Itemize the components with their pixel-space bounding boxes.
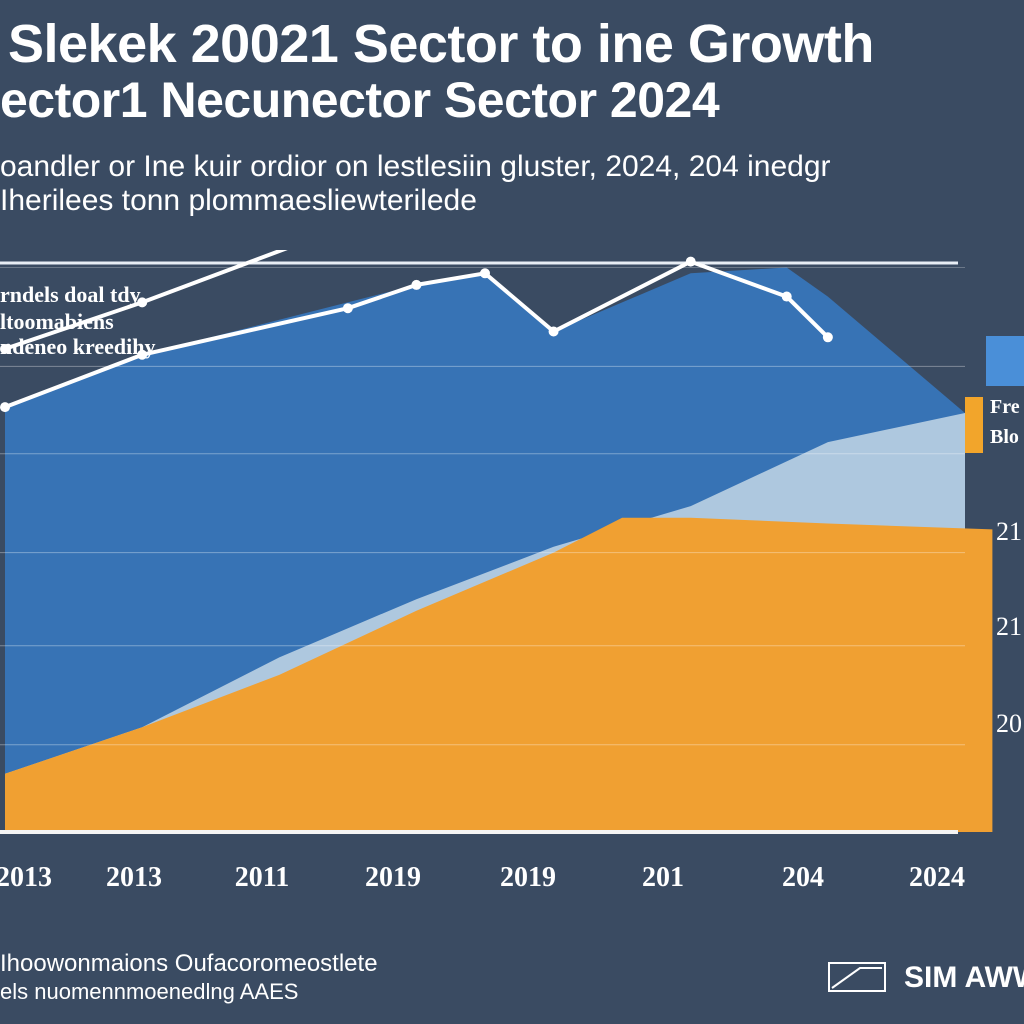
series-orange-area xyxy=(5,517,993,832)
data-point-upper-trend-line-1 xyxy=(0,343,10,354)
data-point-main-line-6 xyxy=(548,326,559,337)
annotation-line-3: ndeneo kreedihy xyxy=(0,334,155,359)
x-tick-label-3: 2011 xyxy=(235,862,289,893)
x-tick-label-6: 201 xyxy=(642,862,684,893)
x-tick-label-7: 204 xyxy=(782,862,824,893)
x-tick-label-2: 2013 xyxy=(106,862,162,893)
data-point-main-line-3 xyxy=(342,303,353,314)
y-tick-label-1: 21 xyxy=(996,517,1022,546)
x-tick-label-4: 2019 xyxy=(365,862,421,893)
legend-swatch-2 xyxy=(965,397,983,453)
chart-subtitle: ector1 Necunector Sector 2024 xyxy=(0,72,720,128)
logo-chart-icon xyxy=(828,962,886,992)
x-tick-label-5: 2019 xyxy=(500,862,556,893)
y-tick-label-2: 21 xyxy=(996,612,1022,641)
legend-swatch-1 xyxy=(986,336,1024,386)
data-point-main-line-1 xyxy=(0,402,10,413)
data-point-main-line-7 xyxy=(685,256,696,267)
data-point-main-line-4 xyxy=(411,279,422,290)
brand-logo: SIM AWW xyxy=(828,960,1024,996)
logo-trend-icon xyxy=(831,967,882,989)
footer-source-line-2: els nuomennmoenedlng AAES xyxy=(0,979,299,1004)
data-point-main-line-2 xyxy=(137,349,148,360)
data-point-main-line-5 xyxy=(480,268,490,279)
x-tick-label-8: 2024 xyxy=(909,862,965,893)
chart-description-line-1: oandler or Ine kuir ordior on lestlesiin… xyxy=(0,150,831,183)
annotation-line-1: rndels doal tdy xyxy=(0,282,141,307)
data-point-main-line-8 xyxy=(781,291,792,302)
y-tick-label-3: 20 xyxy=(996,709,1022,738)
annotation-line-2: ltoomabiens xyxy=(0,309,114,334)
chart-title: Slekek 20021 Sector to ine Growth xyxy=(8,14,874,74)
area-chart: 2013 2013 2011 2019 2019 201 204 2024 21 21 20 rnde… xyxy=(0,210,1024,893)
legend-label-2: Blo xyxy=(990,426,1019,448)
chart-area: 2013 2013 2011 2019 2019 201 204 2024 21 21 20 rnde… xyxy=(0,210,1024,930)
footer-source-line-1: Ihoowonmaions Oufacoromeostlete xyxy=(0,950,378,977)
data-point-upper-trend-line-2 xyxy=(137,297,148,308)
legend-label-1: Fre xyxy=(990,396,1020,418)
logo-text: SIM AWW xyxy=(904,961,1024,994)
chart-description-line-2: Iherilees tonn plommaesliewterilede xyxy=(0,184,477,217)
data-point-main-line-9 xyxy=(822,332,833,343)
x-tick-label-1: 2013 xyxy=(0,862,52,893)
